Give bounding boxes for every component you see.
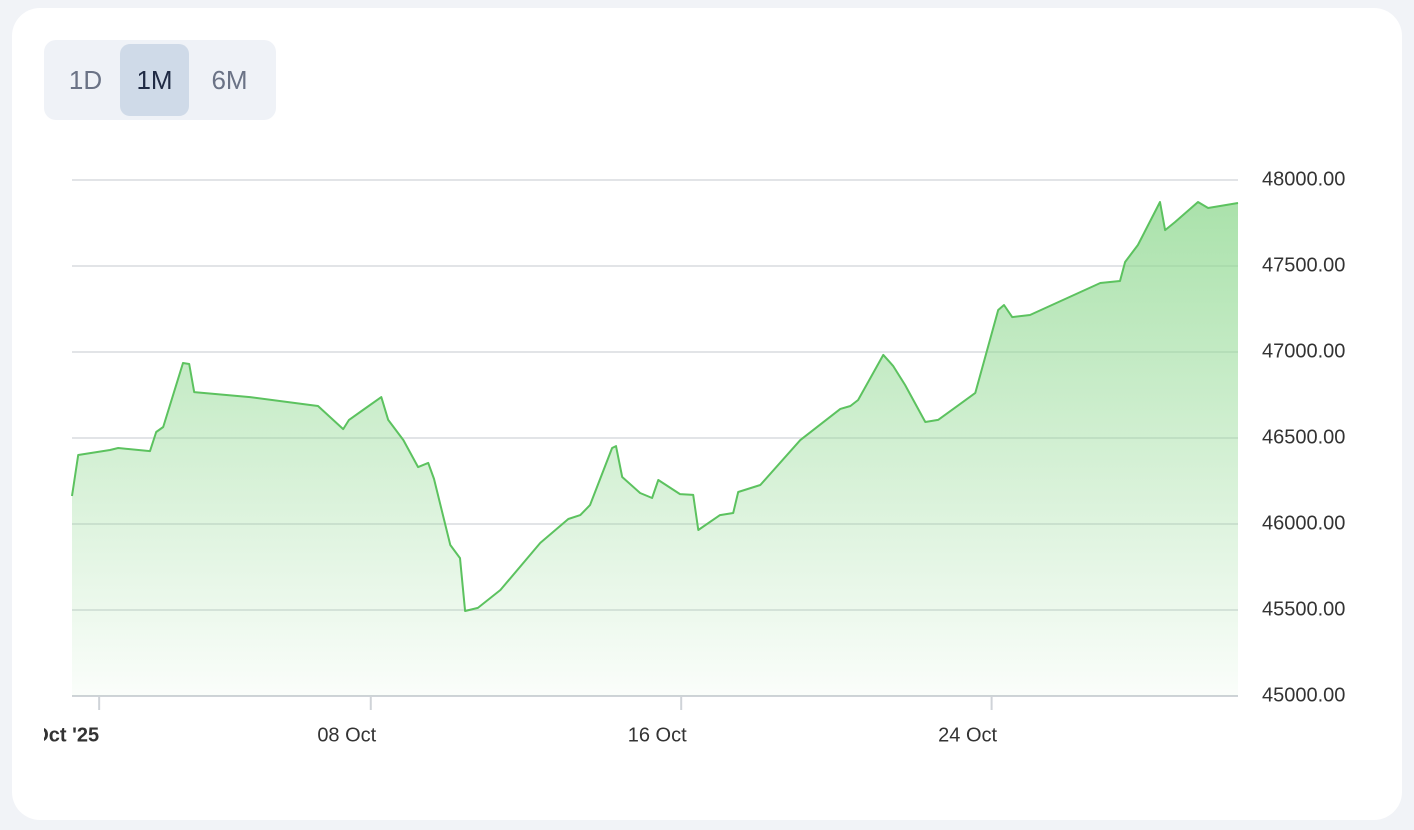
range-button[interactable]: 1D	[51, 44, 120, 116]
area-fill	[72, 202, 1238, 696]
x-tick-label: 08 Oct	[317, 724, 376, 746]
y-tick-label: 45500.00	[1262, 598, 1345, 620]
price-line	[71, 201, 1239, 612]
y-tick-label: 46500.00	[1262, 426, 1345, 448]
x-tick-label: 24 Oct	[938, 724, 997, 746]
range-selector: 1D 1M 6M	[44, 40, 276, 120]
y-tick-label: 48000.00	[1262, 168, 1345, 190]
y-tick-label: 46000.00	[1262, 512, 1345, 534]
x-tick-label: 16 Oct	[628, 724, 687, 746]
y-tick-label: 47500.00	[1262, 254, 1345, 276]
y-tick-label: 45000.00	[1262, 684, 1345, 706]
range-button[interactable]: 6M	[195, 44, 264, 116]
x-tick-label: Oct '25	[33, 724, 99, 746]
range-button[interactable]: 1M	[120, 44, 189, 116]
y-tick-label: 47000.00	[1262, 340, 1345, 362]
